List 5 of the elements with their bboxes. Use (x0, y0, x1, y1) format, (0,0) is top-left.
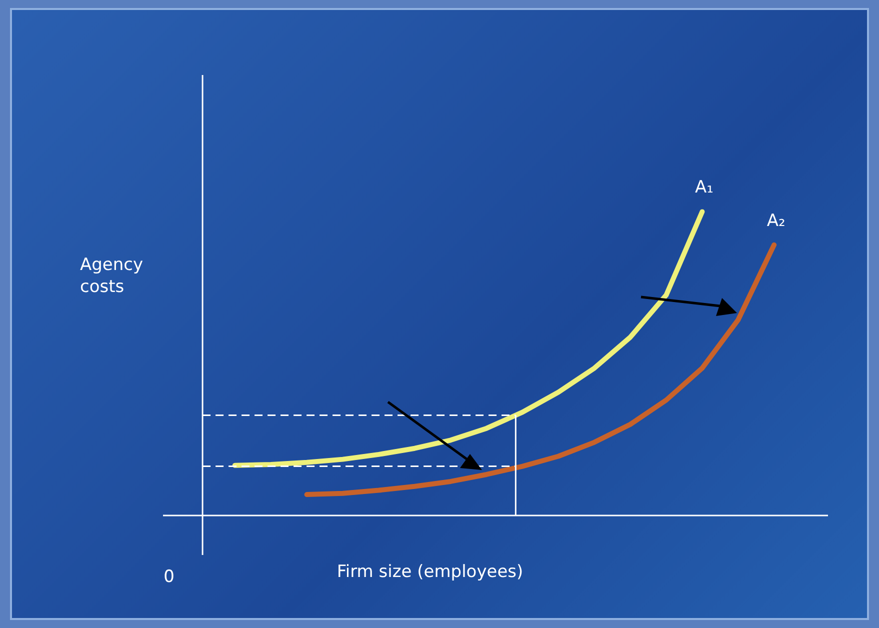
y-axis-title: Agency costs (80, 255, 144, 297)
text: 0 (164, 567, 174, 587)
series-label: A₁ (694, 178, 714, 198)
series-label: A₂ (766, 210, 786, 231)
x-axis-title: Firm size (employees) (336, 562, 524, 582)
